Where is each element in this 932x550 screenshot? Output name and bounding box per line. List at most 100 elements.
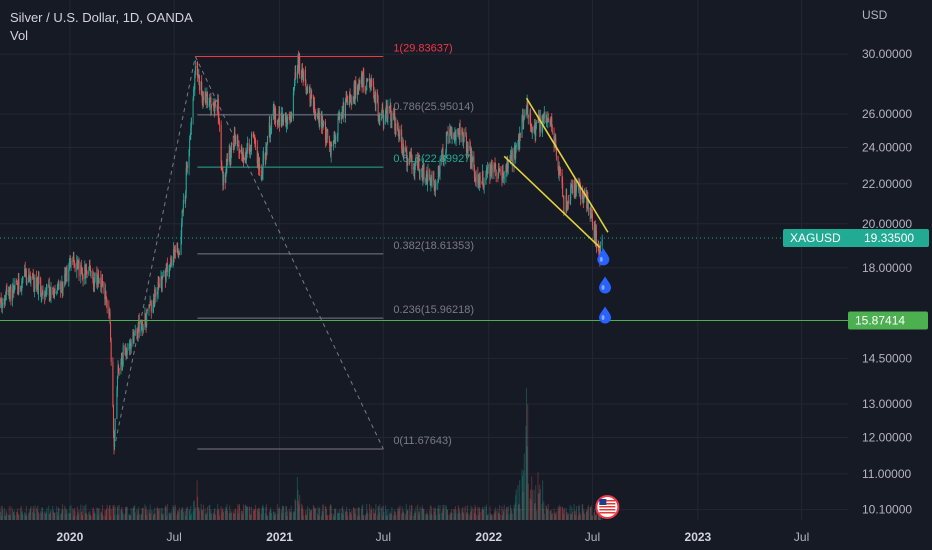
volume-bar	[102, 504, 104, 520]
candle-body	[61, 281, 63, 292]
candle-body	[243, 154, 245, 163]
candle-body	[122, 364, 124, 366]
candle-body	[539, 116, 541, 132]
volume-bar	[269, 507, 271, 520]
volume-bar	[232, 511, 234, 520]
volume-bar	[130, 515, 132, 520]
volume-bar	[402, 511, 404, 520]
volume-bar	[297, 489, 299, 520]
volume-bar	[385, 505, 387, 520]
volume-bar	[124, 513, 126, 520]
support-price-tag[interactable]: 15.87414	[848, 311, 928, 330]
candle-body	[322, 123, 324, 128]
volume-bar	[527, 483, 529, 520]
volume-bar	[329, 505, 331, 520]
volume-bar	[438, 514, 440, 520]
volume-bar	[57, 515, 59, 520]
volume-bar	[531, 476, 533, 520]
volume-bar	[561, 507, 563, 520]
fib-trend-line[interactable]	[194, 56, 384, 450]
candle-body	[73, 257, 75, 263]
volume-bar	[530, 500, 532, 520]
volume-bar	[256, 509, 258, 520]
candle-body	[519, 132, 521, 149]
volume-bar	[173, 506, 175, 520]
volume-bar	[431, 514, 433, 520]
candle-body	[233, 132, 235, 148]
volume-bar	[206, 506, 208, 520]
volume-bar	[92, 508, 94, 520]
candle-body	[339, 113, 341, 120]
volume-bar	[526, 446, 528, 520]
volume-bar	[398, 507, 400, 520]
volume-bar	[341, 507, 343, 520]
volume-bar	[154, 507, 156, 520]
candle-body	[108, 312, 110, 313]
volume-bar	[88, 513, 90, 520]
volume-bar	[345, 510, 347, 520]
candle-body	[230, 152, 232, 165]
volume-bar	[290, 512, 291, 520]
candle-body	[212, 102, 214, 105]
candle-body	[9, 286, 11, 290]
volume-bar	[48, 514, 50, 520]
volume-bar	[32, 512, 34, 520]
volume-bar	[244, 505, 246, 520]
volume-bar	[269, 510, 271, 520]
last-price-tag[interactable]: XAGUSD 19.33500	[783, 228, 929, 247]
volume-bar	[534, 503, 536, 520]
volume-bar	[140, 515, 142, 520]
volume-bar	[97, 515, 99, 520]
candle-body	[279, 110, 281, 126]
candle-body	[72, 261, 74, 262]
volume-bar	[485, 504, 487, 520]
candle-body	[587, 207, 589, 209]
trendlines	[503, 97, 609, 249]
fib-level-label: 0.786(25.95014)	[393, 101, 474, 113]
volume-bar	[44, 511, 46, 520]
volume-bar	[378, 512, 380, 520]
volume-bar	[353, 507, 355, 520]
x-tick-label: Jul	[167, 530, 182, 544]
volume-bar	[433, 508, 435, 520]
candle-body	[242, 154, 244, 159]
volume-bar	[220, 506, 222, 520]
candle-body	[263, 153, 265, 159]
candle-body	[61, 281, 63, 291]
volume-bar	[349, 512, 351, 520]
trendline[interactable]	[525, 97, 609, 233]
us-flag-icon[interactable]	[595, 495, 620, 519]
volume-bar	[228, 513, 230, 520]
candle-body	[29, 277, 31, 281]
candle-body	[232, 142, 234, 146]
volume-bar	[327, 514, 329, 520]
volume-bar	[245, 506, 247, 520]
y-axis: USD30.0000026.0000024.0000022.0000020.00…	[862, 8, 912, 517]
volume-bar	[100, 512, 102, 520]
fib-trend-line[interactable]	[113, 56, 196, 450]
candle-body	[218, 117, 220, 123]
fib-level-label: 1(29.83637)	[393, 42, 452, 54]
volume-bar	[72, 508, 74, 520]
volume-bar	[557, 506, 559, 520]
candle-body	[342, 108, 344, 113]
candle-body	[248, 143, 250, 152]
candle-body	[575, 184, 577, 192]
candle-body	[446, 132, 448, 134]
volume-bar	[583, 509, 585, 520]
volume-bar	[190, 505, 192, 520]
volume-bar	[497, 508, 499, 520]
volume-bar	[57, 507, 59, 520]
volume-bar	[150, 513, 152, 520]
candle-body	[180, 237, 182, 255]
volume-bar	[454, 513, 456, 520]
candle-body	[281, 113, 283, 122]
candle-body	[154, 288, 156, 306]
volume-bar	[145, 506, 147, 520]
volume-bar	[330, 504, 332, 520]
volume-bar	[218, 515, 220, 520]
trendline[interactable]	[503, 155, 601, 249]
candle-body	[557, 156, 559, 169]
